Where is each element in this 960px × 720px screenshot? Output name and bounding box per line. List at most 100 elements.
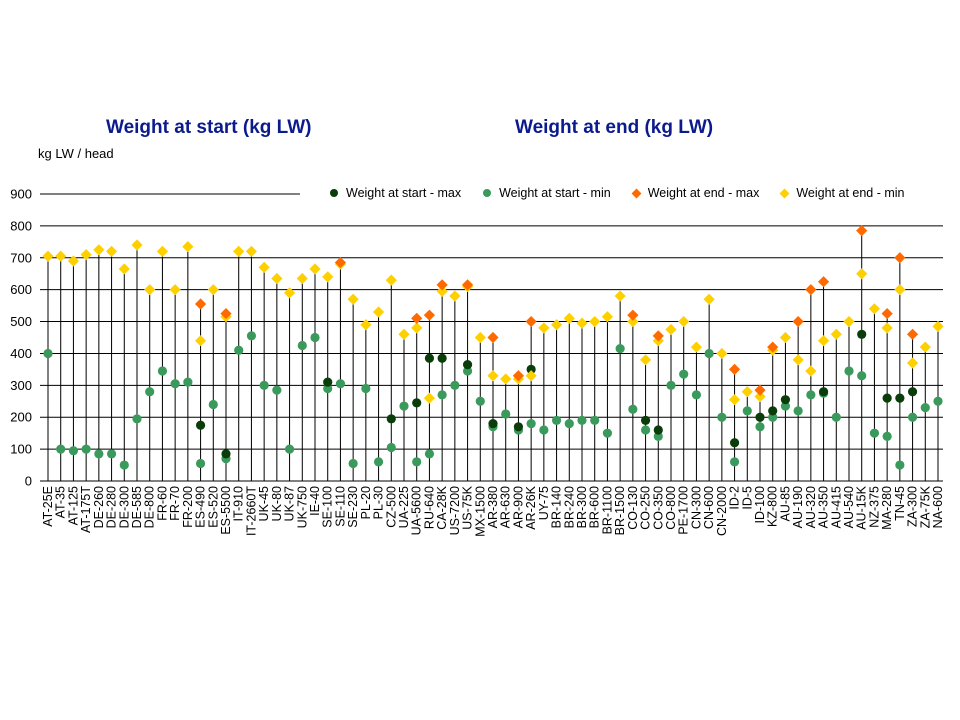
point-emax xyxy=(334,256,347,269)
y-tick-label: 500 xyxy=(10,314,32,329)
x-tick-label: PE-1700 xyxy=(677,486,691,535)
data-points xyxy=(42,225,944,470)
x-tick-label: SE-110 xyxy=(333,486,347,527)
x-tick-label: AR-630 xyxy=(499,486,513,528)
point-emin xyxy=(690,341,703,353)
y-tick-label: 600 xyxy=(10,282,32,297)
point-emin xyxy=(792,354,804,366)
point-emin xyxy=(474,331,486,344)
point-smin xyxy=(691,390,702,400)
y-tick-label: 900 xyxy=(10,187,32,202)
legend-item-start-min: Weight at start - min xyxy=(483,186,611,200)
point-emin xyxy=(144,284,156,296)
x-tick-label: CO-250 xyxy=(639,486,653,530)
point-emin xyxy=(372,306,385,318)
x-tick-label: FR-200 xyxy=(181,486,195,528)
point-smin xyxy=(437,390,447,400)
point-emin xyxy=(385,274,397,286)
point-smin xyxy=(666,380,676,390)
point-smin xyxy=(94,449,104,459)
point-smin xyxy=(145,387,155,397)
legend-marker-end-min xyxy=(779,188,790,198)
point-emin xyxy=(93,244,105,256)
x-tick-label: KZ-800 xyxy=(766,486,780,527)
point-smin xyxy=(628,404,638,414)
point-emin xyxy=(563,312,575,324)
point-smax xyxy=(412,398,422,408)
point-smin xyxy=(653,431,663,441)
chart-title-end: Weight at end (kg LW) xyxy=(515,117,714,138)
point-smin xyxy=(729,457,740,467)
x-tick-label: SE-230 xyxy=(346,486,360,528)
x-tick-label: PL-30 xyxy=(372,486,386,519)
point-emax xyxy=(805,284,817,296)
y-tick-label: 300 xyxy=(10,378,32,393)
point-emin xyxy=(322,271,334,283)
x-tick-label: MX-1500 xyxy=(473,486,487,537)
point-emax xyxy=(512,370,525,382)
point-smin xyxy=(526,419,536,429)
x-tick-label: ID-5 xyxy=(740,486,754,510)
point-emax xyxy=(461,279,474,291)
x-tick-label: DE-260 xyxy=(92,486,106,528)
point-emax xyxy=(423,309,436,321)
point-emin xyxy=(754,390,766,403)
point-emin xyxy=(411,322,423,334)
point-smin xyxy=(259,380,269,390)
legend-marker-start-min xyxy=(483,189,492,197)
point-emin xyxy=(614,290,626,302)
point-smax xyxy=(882,393,892,403)
chart-title-start: Weight at start (kg LW) xyxy=(106,117,312,138)
point-emin xyxy=(258,261,270,273)
x-tick-label: CN-2000 xyxy=(715,486,729,536)
point-emin xyxy=(881,322,893,334)
grid-lines xyxy=(40,193,943,482)
legend-marker-end-max xyxy=(631,188,642,198)
y-axis-unit-label: kg LW / head xyxy=(38,146,114,161)
point-smin xyxy=(806,390,816,400)
point-emin xyxy=(525,370,537,382)
point-emin xyxy=(271,272,283,285)
legend-label-end-min: Weight at end - min xyxy=(796,186,905,200)
point-smax xyxy=(768,406,778,416)
x-tick-label: AU-190 xyxy=(791,486,805,528)
point-smin xyxy=(564,419,574,429)
point-emin xyxy=(131,239,143,251)
x-tick-label: IE-40 xyxy=(308,486,322,516)
point-smin xyxy=(577,415,587,426)
point-emax xyxy=(627,309,639,321)
point-emin xyxy=(207,284,219,296)
x-tick-label: ES-490 xyxy=(194,486,208,528)
point-smax xyxy=(653,425,663,435)
point-smin xyxy=(183,377,193,387)
point-smin xyxy=(412,457,422,467)
point-smin xyxy=(424,449,435,459)
point-emax xyxy=(436,279,448,291)
point-smin xyxy=(920,403,930,413)
point-emin xyxy=(309,263,321,275)
point-emin xyxy=(817,335,830,347)
point-smin xyxy=(793,406,803,416)
point-emin xyxy=(550,319,563,331)
y-tick-label: 400 xyxy=(10,346,32,361)
x-tick-label: BR-1100 xyxy=(600,486,614,534)
point-emin xyxy=(449,290,461,302)
point-smin xyxy=(119,460,129,470)
point-smin xyxy=(399,401,409,411)
point-emax xyxy=(525,315,537,328)
point-smin xyxy=(323,383,333,394)
x-tick-label: CA-28K xyxy=(435,485,449,529)
legend-item-start-max: Weight at start - max xyxy=(330,186,461,200)
point-smax xyxy=(437,353,447,363)
x-tick-label: AR-26K xyxy=(524,485,538,529)
point-emin xyxy=(932,320,944,332)
point-smin xyxy=(551,415,562,426)
legend-marker-start-max xyxy=(330,189,338,197)
x-tick-label: ID-2 xyxy=(728,486,742,510)
point-smax xyxy=(895,393,905,403)
x-tick-label: MA-280 xyxy=(880,486,894,530)
point-smin xyxy=(297,340,307,351)
point-smax xyxy=(386,414,396,424)
x-tick-label: FR-70 xyxy=(168,486,182,521)
point-emin xyxy=(843,315,855,328)
